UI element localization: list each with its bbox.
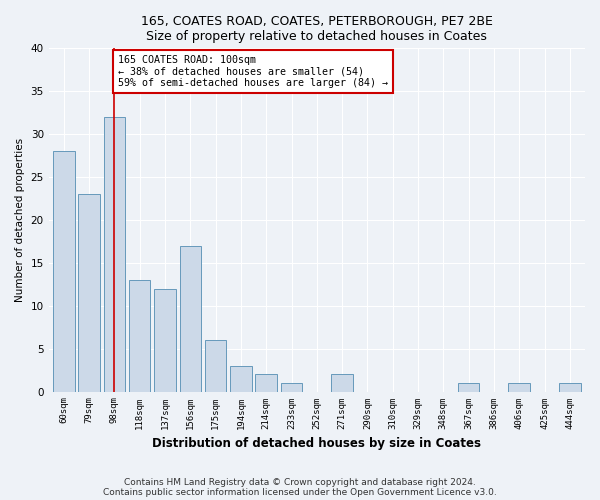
Bar bbox=[104, 117, 125, 392]
Bar bbox=[256, 374, 277, 392]
Bar bbox=[79, 194, 100, 392]
Bar bbox=[129, 280, 151, 392]
Bar bbox=[205, 340, 226, 392]
Bar bbox=[230, 366, 251, 392]
Text: Contains public sector information licensed under the Open Government Licence v3: Contains public sector information licen… bbox=[103, 488, 497, 497]
Bar bbox=[281, 383, 302, 392]
Bar bbox=[179, 246, 201, 392]
Bar bbox=[458, 383, 479, 392]
Title: 165, COATES ROAD, COATES, PETERBOROUGH, PE7 2BE
Size of property relative to det: 165, COATES ROAD, COATES, PETERBOROUGH, … bbox=[141, 15, 493, 43]
Bar bbox=[53, 152, 74, 392]
Bar bbox=[559, 383, 581, 392]
Bar bbox=[508, 383, 530, 392]
Bar bbox=[154, 288, 176, 392]
Text: Contains HM Land Registry data © Crown copyright and database right 2024.: Contains HM Land Registry data © Crown c… bbox=[124, 478, 476, 487]
Y-axis label: Number of detached properties: Number of detached properties bbox=[15, 138, 25, 302]
X-axis label: Distribution of detached houses by size in Coates: Distribution of detached houses by size … bbox=[152, 437, 481, 450]
Text: 165 COATES ROAD: 100sqm
← 38% of detached houses are smaller (54)
59% of semi-de: 165 COATES ROAD: 100sqm ← 38% of detache… bbox=[118, 55, 388, 88]
Bar bbox=[331, 374, 353, 392]
